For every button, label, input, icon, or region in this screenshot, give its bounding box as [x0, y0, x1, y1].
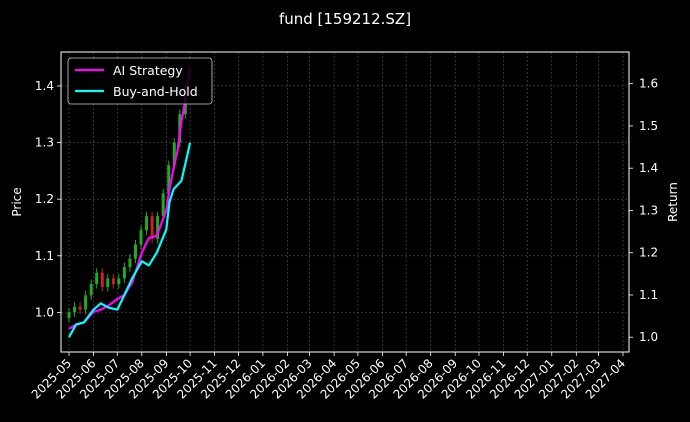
candle-body — [133, 244, 137, 259]
y-left-tick-label: 1.0 — [35, 305, 54, 319]
y-left-tick-label: 1.3 — [35, 136, 54, 150]
chart-title: fund [159212.SZ] — [279, 10, 411, 28]
y-right-tick-label: 1.5 — [639, 119, 658, 133]
candle-body — [95, 272, 99, 285]
candle-body — [117, 278, 121, 285]
series-line-buy-and-hold — [68, 142, 192, 338]
candle-body — [172, 142, 176, 166]
candle-body — [167, 165, 171, 194]
y-right-tick-label: 1.0 — [639, 330, 658, 344]
candle-body — [156, 216, 160, 239]
y-axis-right-label: Return — [666, 182, 680, 222]
y-right-tick-label: 1.6 — [639, 77, 658, 91]
y-axis-right: 1.0 1.1 1.2 1.3 1.4 1.5 1.6 — [629, 77, 658, 344]
candle-body — [128, 258, 132, 268]
candle-body — [111, 278, 115, 285]
legend-label-buy-and-hold: Buy-and-Hold — [113, 84, 198, 99]
legend-label-ai-strategy: AI Strategy — [113, 63, 183, 78]
series-line-ai-strategy — [68, 66, 192, 330]
plot-frame — [60, 51, 630, 353]
candle-body — [122, 267, 126, 279]
y-axis-left: 1.0 1.1 1.2 1.3 1.4 — [35, 79, 61, 319]
candle-body — [78, 306, 82, 310]
candle-body — [106, 278, 110, 287]
y-axis-left-label: Price — [10, 187, 24, 216]
y-right-tick-label: 1.2 — [639, 246, 658, 260]
y-left-tick-label: 1.2 — [35, 192, 54, 206]
candle-body — [89, 284, 93, 296]
candle-body — [150, 216, 154, 239]
y-right-tick-label: 1.4 — [639, 161, 658, 175]
series-lines — [68, 66, 192, 338]
y-left-tick-label: 1.1 — [35, 249, 54, 263]
candle-body — [161, 193, 165, 217]
candle-body — [84, 295, 88, 310]
y-left-tick-label: 1.4 — [35, 79, 54, 93]
candle-body — [145, 216, 149, 231]
candle-body — [139, 230, 143, 245]
y-right-tick-label: 1.1 — [639, 288, 658, 302]
candle-body — [73, 306, 77, 313]
candle-body — [100, 272, 104, 287]
legend: AI Strategy Buy-and-Hold — [67, 57, 213, 105]
y-right-tick-label: 1.3 — [639, 203, 658, 217]
candle-body — [67, 312, 71, 319]
